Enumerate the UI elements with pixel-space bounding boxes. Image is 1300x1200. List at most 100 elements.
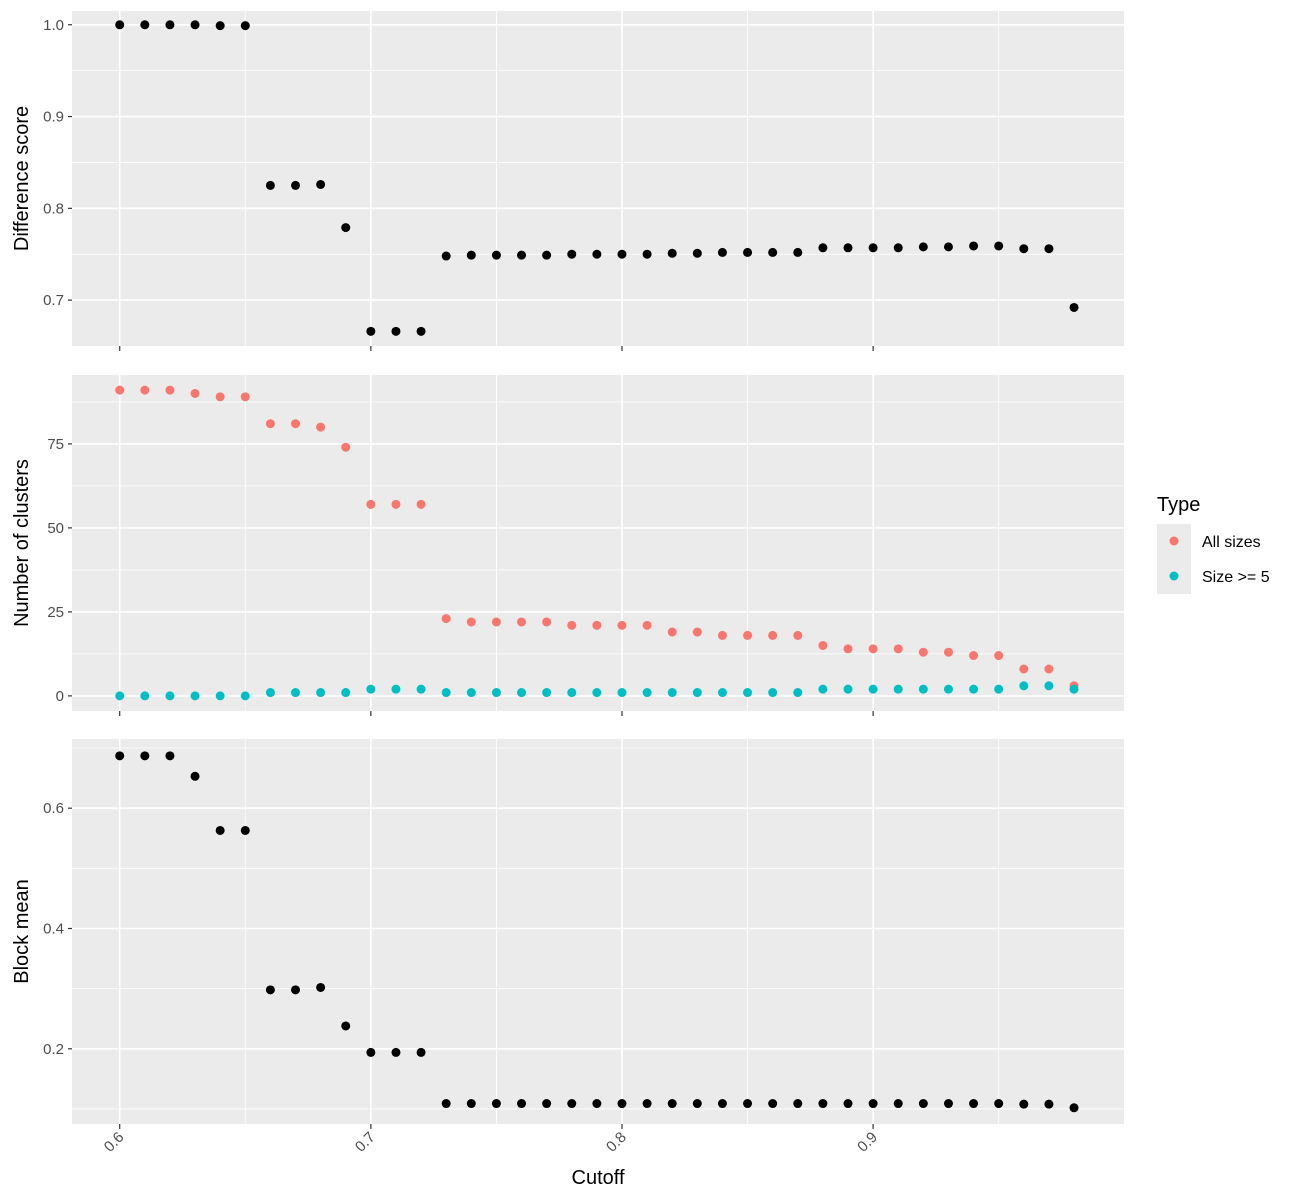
y-tick-label: 0.6 (43, 800, 64, 817)
legend-key-all-sizes (1169, 536, 1179, 546)
data-point (316, 982, 326, 992)
data-point (165, 20, 175, 30)
data-point (969, 1099, 979, 1109)
data-point (165, 691, 175, 701)
data-point (969, 684, 979, 694)
data-point (140, 751, 150, 761)
data-point (441, 1099, 451, 1109)
data-point (667, 1099, 677, 1109)
x-axis-title: Cutoff (572, 1167, 625, 1189)
data-point (215, 392, 225, 402)
data-point (617, 620, 627, 630)
data-point (517, 617, 527, 627)
data-point (265, 419, 275, 429)
data-point (1044, 1099, 1054, 1109)
data-point (291, 419, 301, 429)
y-tick-label: 0.8 (43, 200, 64, 217)
data-point (918, 647, 928, 657)
x-tick-label: 0.9 (854, 1129, 881, 1156)
data-point (692, 1099, 702, 1109)
data-point (316, 422, 326, 432)
data-point (592, 620, 602, 630)
data-point (818, 243, 828, 253)
data-point (491, 250, 501, 260)
y-tick-label: 0.2 (43, 1041, 64, 1058)
data-point (366, 499, 376, 509)
data-point (491, 688, 501, 698)
data-point (416, 499, 426, 509)
data-point (567, 688, 577, 698)
data-point (291, 688, 301, 698)
data-point (190, 20, 200, 30)
data-point (517, 1099, 527, 1109)
data-point (291, 985, 301, 995)
data-point (517, 250, 527, 260)
data-point (692, 627, 702, 637)
data-point (466, 250, 476, 260)
legend-label-size-5: Size >= 5 (1202, 569, 1270, 586)
panel-background (72, 11, 1124, 346)
panel-0: 0.7 0.8 0.9 1.0 Difference score (11, 11, 1124, 351)
legend-label-all-sizes: All sizes (1202, 534, 1261, 551)
y-axis-title: Difference score (11, 106, 33, 251)
data-point (542, 688, 552, 698)
data-point (1019, 1099, 1029, 1109)
data-point (491, 1099, 501, 1109)
data-point (542, 250, 552, 260)
data-point (818, 640, 828, 650)
data-point (642, 688, 652, 698)
panel-1: 0 25 50 75 Number of clusters (11, 375, 1124, 716)
data-point (667, 627, 677, 637)
data-point (466, 688, 476, 698)
y-tick-label: 0.7 (43, 292, 64, 309)
data-point (567, 1099, 577, 1109)
data-point (642, 1099, 652, 1109)
data-point (265, 180, 275, 190)
data-point (943, 684, 953, 694)
data-point (617, 688, 627, 698)
panels: 0.7 0.8 0.9 1.0 Difference score 0 25 50 75 Numbe… (11, 11, 1124, 1156)
data-point (717, 630, 727, 640)
data-point (893, 644, 903, 654)
data-point (994, 651, 1004, 661)
y-tick-label: 50 (47, 520, 64, 537)
data-point (466, 617, 476, 627)
data-point (667, 688, 677, 698)
data-point (190, 691, 200, 701)
data-point (768, 1099, 778, 1109)
data-point (868, 243, 878, 253)
x-tick-label: 0.6 (101, 1129, 128, 1156)
y-axis-title: Number of clusters (11, 459, 33, 627)
data-point (843, 684, 853, 694)
data-point (391, 1047, 401, 1057)
data-point (969, 651, 979, 661)
data-point (743, 1099, 753, 1109)
data-point (592, 249, 602, 259)
series-1-1 (115, 681, 1079, 701)
panel-background (72, 739, 1124, 1124)
series-0-0 (115, 20, 1079, 336)
data-point (416, 326, 426, 336)
data-point (743, 247, 753, 257)
data-point (240, 392, 250, 402)
data-point (115, 751, 125, 761)
data-point (1019, 681, 1029, 691)
data-point (517, 688, 527, 698)
data-point (768, 630, 778, 640)
data-point (215, 825, 225, 835)
data-point (542, 617, 552, 627)
data-point (1044, 244, 1054, 254)
data-point (943, 647, 953, 657)
data-point (793, 630, 803, 640)
data-point (341, 1021, 351, 1031)
data-point (994, 1099, 1004, 1109)
data-point (491, 617, 501, 627)
data-point (1069, 302, 1079, 312)
data-point (743, 688, 753, 698)
data-point (592, 688, 602, 698)
data-point (768, 247, 778, 257)
data-point (1019, 244, 1029, 254)
data-point (1069, 1103, 1079, 1113)
data-point (240, 691, 250, 701)
